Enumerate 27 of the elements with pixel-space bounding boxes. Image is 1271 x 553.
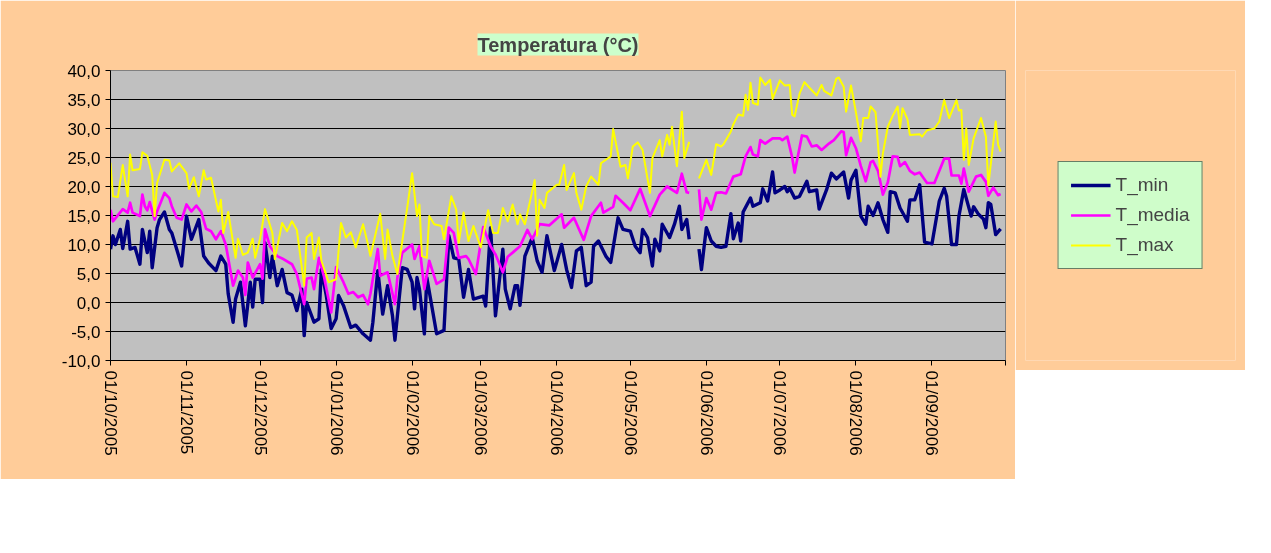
- x-tick-label: 01/08/2006: [846, 370, 866, 456]
- x-tick-label: 01/11/2005: [177, 370, 197, 455]
- y-tick-label: 10,0: [67, 235, 101, 255]
- y-tick-label: 15,0: [67, 206, 101, 226]
- legend-label: T_min: [1115, 174, 1169, 196]
- x-tick-label: 01/10/2005: [101, 370, 120, 456]
- legend-label: T_media: [1115, 204, 1190, 226]
- y-tick-label: -10,0: [61, 351, 101, 371]
- legend-label: T_max: [1115, 234, 1174, 256]
- y-tick-label: 20,0: [67, 177, 101, 197]
- x-tick-label: 01/03/2006: [471, 370, 491, 456]
- x-tick-label: 01/02/2006: [402, 370, 422, 456]
- y-tick-label: -5,0: [71, 322, 101, 342]
- x-tick-label: 01/12/2005: [250, 370, 270, 456]
- y-tick-label: 35,0: [67, 90, 101, 110]
- y-tick-label: 30,0: [67, 119, 101, 139]
- y-tick-label: 40,0: [67, 61, 101, 81]
- x-tick-label: 01/01/2006: [326, 370, 346, 456]
- chart-title: Temperatura (°C): [477, 33, 639, 56]
- y-tick-label: 5,0: [76, 264, 101, 284]
- x-tick-label: 01/09/2006: [922, 370, 942, 456]
- x-tick-label: 01/06/2006: [696, 370, 716, 456]
- y-tick-label: 25,0: [67, 148, 101, 168]
- x-tick-label: 01/04/2006: [547, 370, 567, 456]
- x-tick-label: 01/05/2006: [620, 370, 640, 456]
- x-tick-label: 01/07/2006: [770, 370, 790, 456]
- y-tick-label: 0,0: [76, 293, 101, 313]
